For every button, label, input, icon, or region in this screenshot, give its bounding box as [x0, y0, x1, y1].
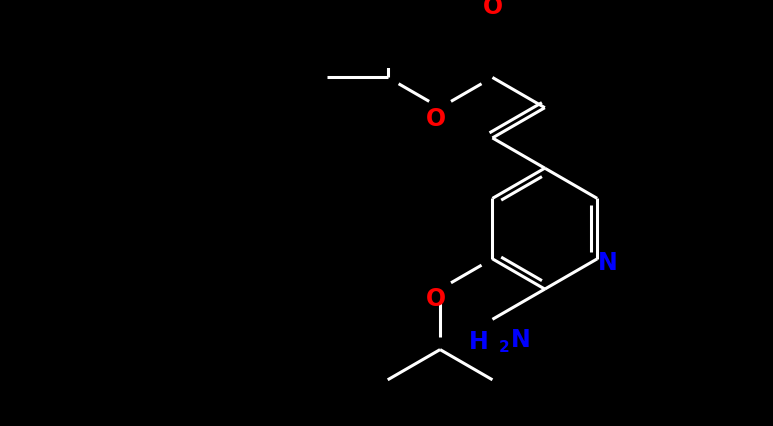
Text: 2: 2	[499, 340, 509, 355]
Text: O: O	[426, 106, 446, 131]
Text: O: O	[482, 0, 502, 19]
Text: N: N	[511, 328, 531, 352]
Text: N: N	[598, 251, 618, 275]
Text: O: O	[426, 287, 446, 311]
Text: H: H	[469, 330, 489, 354]
